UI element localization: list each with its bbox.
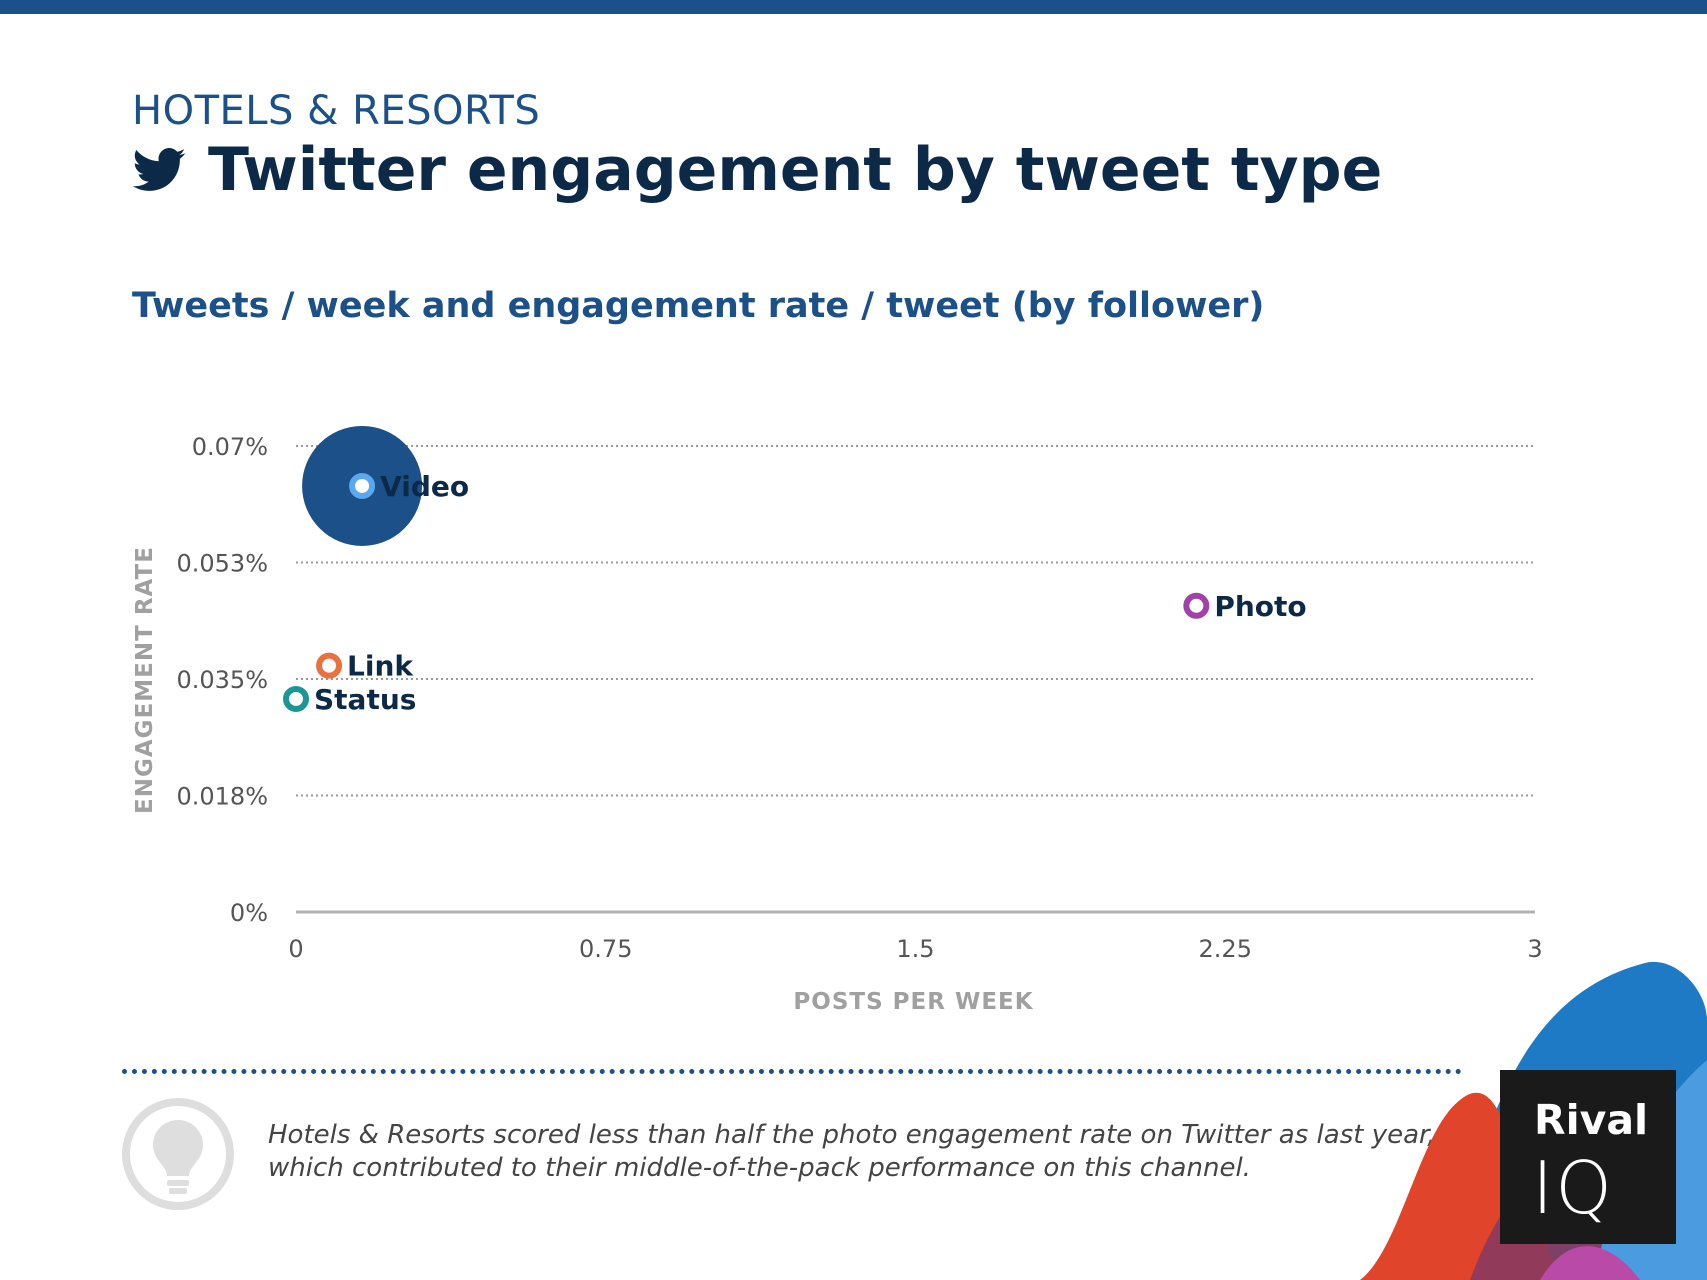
x-tick-label: 0.75: [579, 935, 632, 963]
x-tick-label: 1.5: [896, 935, 934, 963]
y-tick-label: 0.07%: [192, 433, 268, 461]
top-accent-bar: [0, 0, 1707, 14]
logo-text-iq: IQ: [1532, 1146, 1614, 1230]
industry-kicker: HOTELS & RESORTS: [132, 88, 541, 134]
x-axis-label: POSTS PER WEEK: [793, 989, 1033, 1015]
y-tick-label: 0.035%: [176, 666, 268, 694]
chart-subtitle: Tweets / week and engagement rate / twee…: [132, 286, 1265, 326]
scatter-chart: 0% 0.018% 0.035% 0.053% 0.07% 0 0.75 1.5 2.25 3 PO…: [132, 425, 1543, 1015]
data-label-photo: Photo: [1214, 590, 1306, 623]
data-point-link: [316, 652, 343, 679]
insight-line-2: which contributed to their middle-of-the…: [268, 1153, 1251, 1183]
data-point-photo: [1183, 592, 1210, 619]
section-divider: [122, 1069, 1462, 1074]
x-tick-label: 2.25: [1199, 935, 1252, 963]
lightbulb-icon: [122, 1098, 234, 1210]
x-tick-label: 3: [1527, 935, 1542, 963]
page-title: Twitter engagement by tweet type: [208, 135, 1383, 205]
y-tick-label: 0.053%: [176, 550, 268, 578]
title-row: Twitter engagement by tweet type: [132, 135, 1382, 205]
insight-text: Hotels & Resorts scored less than half t…: [268, 1119, 1436, 1185]
twitter-bird-icon: [132, 148, 186, 191]
insight-line-1: Hotels & Resorts scored less than half t…: [268, 1120, 1436, 1150]
data-point-status: [283, 685, 309, 712]
rival-iq-logo: Rival IQ: [1500, 1070, 1676, 1244]
y-tick-label: 0%: [230, 899, 268, 927]
data-point-video: [349, 472, 376, 499]
y-tick-label: 0.018%: [176, 783, 268, 811]
data-label-video: Video: [380, 470, 469, 503]
data-label-status: Status: [314, 683, 416, 716]
logo-text-rival: Rival: [1534, 1096, 1649, 1144]
y-axis-label: ENGAGEMENT RATE: [132, 546, 158, 814]
x-tick-label: 0: [288, 935, 303, 963]
data-label-link: Link: [347, 650, 414, 683]
